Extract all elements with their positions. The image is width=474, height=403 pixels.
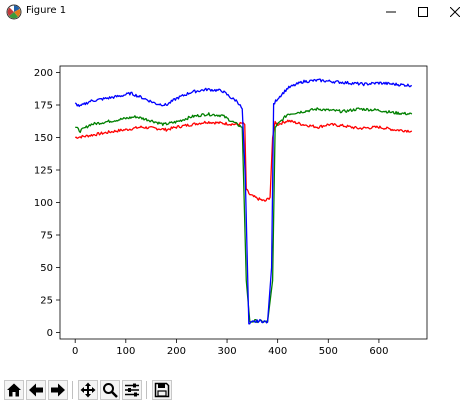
toolbar-separator: [146, 381, 147, 399]
minimize-button[interactable]: [368, 0, 414, 24]
pan-icon: [80, 382, 96, 398]
zoom-icon: [103, 383, 118, 398]
window-title: Figure 1: [26, 5, 67, 16]
series-line-1: [74, 119, 413, 202]
back-arrow-icon: [29, 383, 43, 397]
pan-button[interactable]: [78, 380, 98, 400]
y-tick-label: 50: [40, 263, 53, 274]
x-tick-label: 400: [268, 346, 287, 357]
back-button[interactable]: [26, 380, 46, 400]
home-button[interactable]: [4, 380, 24, 400]
series-layer: [74, 78, 413, 325]
series-line-3: [74, 78, 413, 325]
x-tick-label: 300: [218, 346, 237, 357]
y-tick-label: 150: [34, 133, 53, 144]
x-tick-label: 500: [319, 346, 338, 357]
y-tick-label: 200: [34, 68, 53, 79]
configure-subplots-icon: [125, 383, 139, 397]
toolbar-separator: [72, 381, 73, 399]
save-icon: [154, 382, 170, 398]
close-icon: [450, 7, 460, 17]
close-button[interactable]: [432, 0, 474, 24]
y-tick-label: 25: [40, 296, 53, 307]
axes-frame: [59, 65, 428, 340]
x-tick-label: 200: [167, 346, 186, 357]
matplotlib-icon: [6, 4, 22, 20]
line-chart: 0 100 200 300 400 500 600 0 25 50 75 100 125 150 175 20…: [34, 65, 428, 357]
minimize-icon: [386, 11, 396, 13]
zoom-button[interactable]: [100, 380, 120, 400]
series-line-2: [75, 107, 413, 324]
axes-layer: 0 100 200 300 400 500 600 0 25 50 75 100 125 150 175 20…: [34, 65, 428, 357]
window-titlebar: Figure 1: [0, 0, 474, 24]
maximize-icon: [418, 7, 428, 17]
y-tick-label: 175: [34, 101, 53, 112]
save-button[interactable]: [152, 380, 172, 400]
navigation-toolbar: [0, 378, 474, 403]
y-tick-label: 100: [34, 198, 53, 209]
x-tick-label: 100: [116, 346, 135, 357]
y-tick-label: 0: [47, 328, 53, 339]
maximize-button[interactable]: [400, 0, 446, 24]
x-tick-label: 600: [369, 346, 388, 357]
figure-canvas[interactable]: 0 100 200 300 400 500 600 0 25 50 75 100 125 150 175 20…: [0, 24, 474, 374]
y-tick-label: 75: [40, 231, 53, 242]
forward-arrow-icon: [51, 383, 65, 397]
configure-subplots-button[interactable]: [122, 380, 142, 400]
x-tick-label: 0: [72, 346, 78, 357]
forward-button[interactable]: [48, 380, 68, 400]
home-icon: [7, 383, 21, 397]
y-tick-label: 125: [34, 166, 53, 177]
